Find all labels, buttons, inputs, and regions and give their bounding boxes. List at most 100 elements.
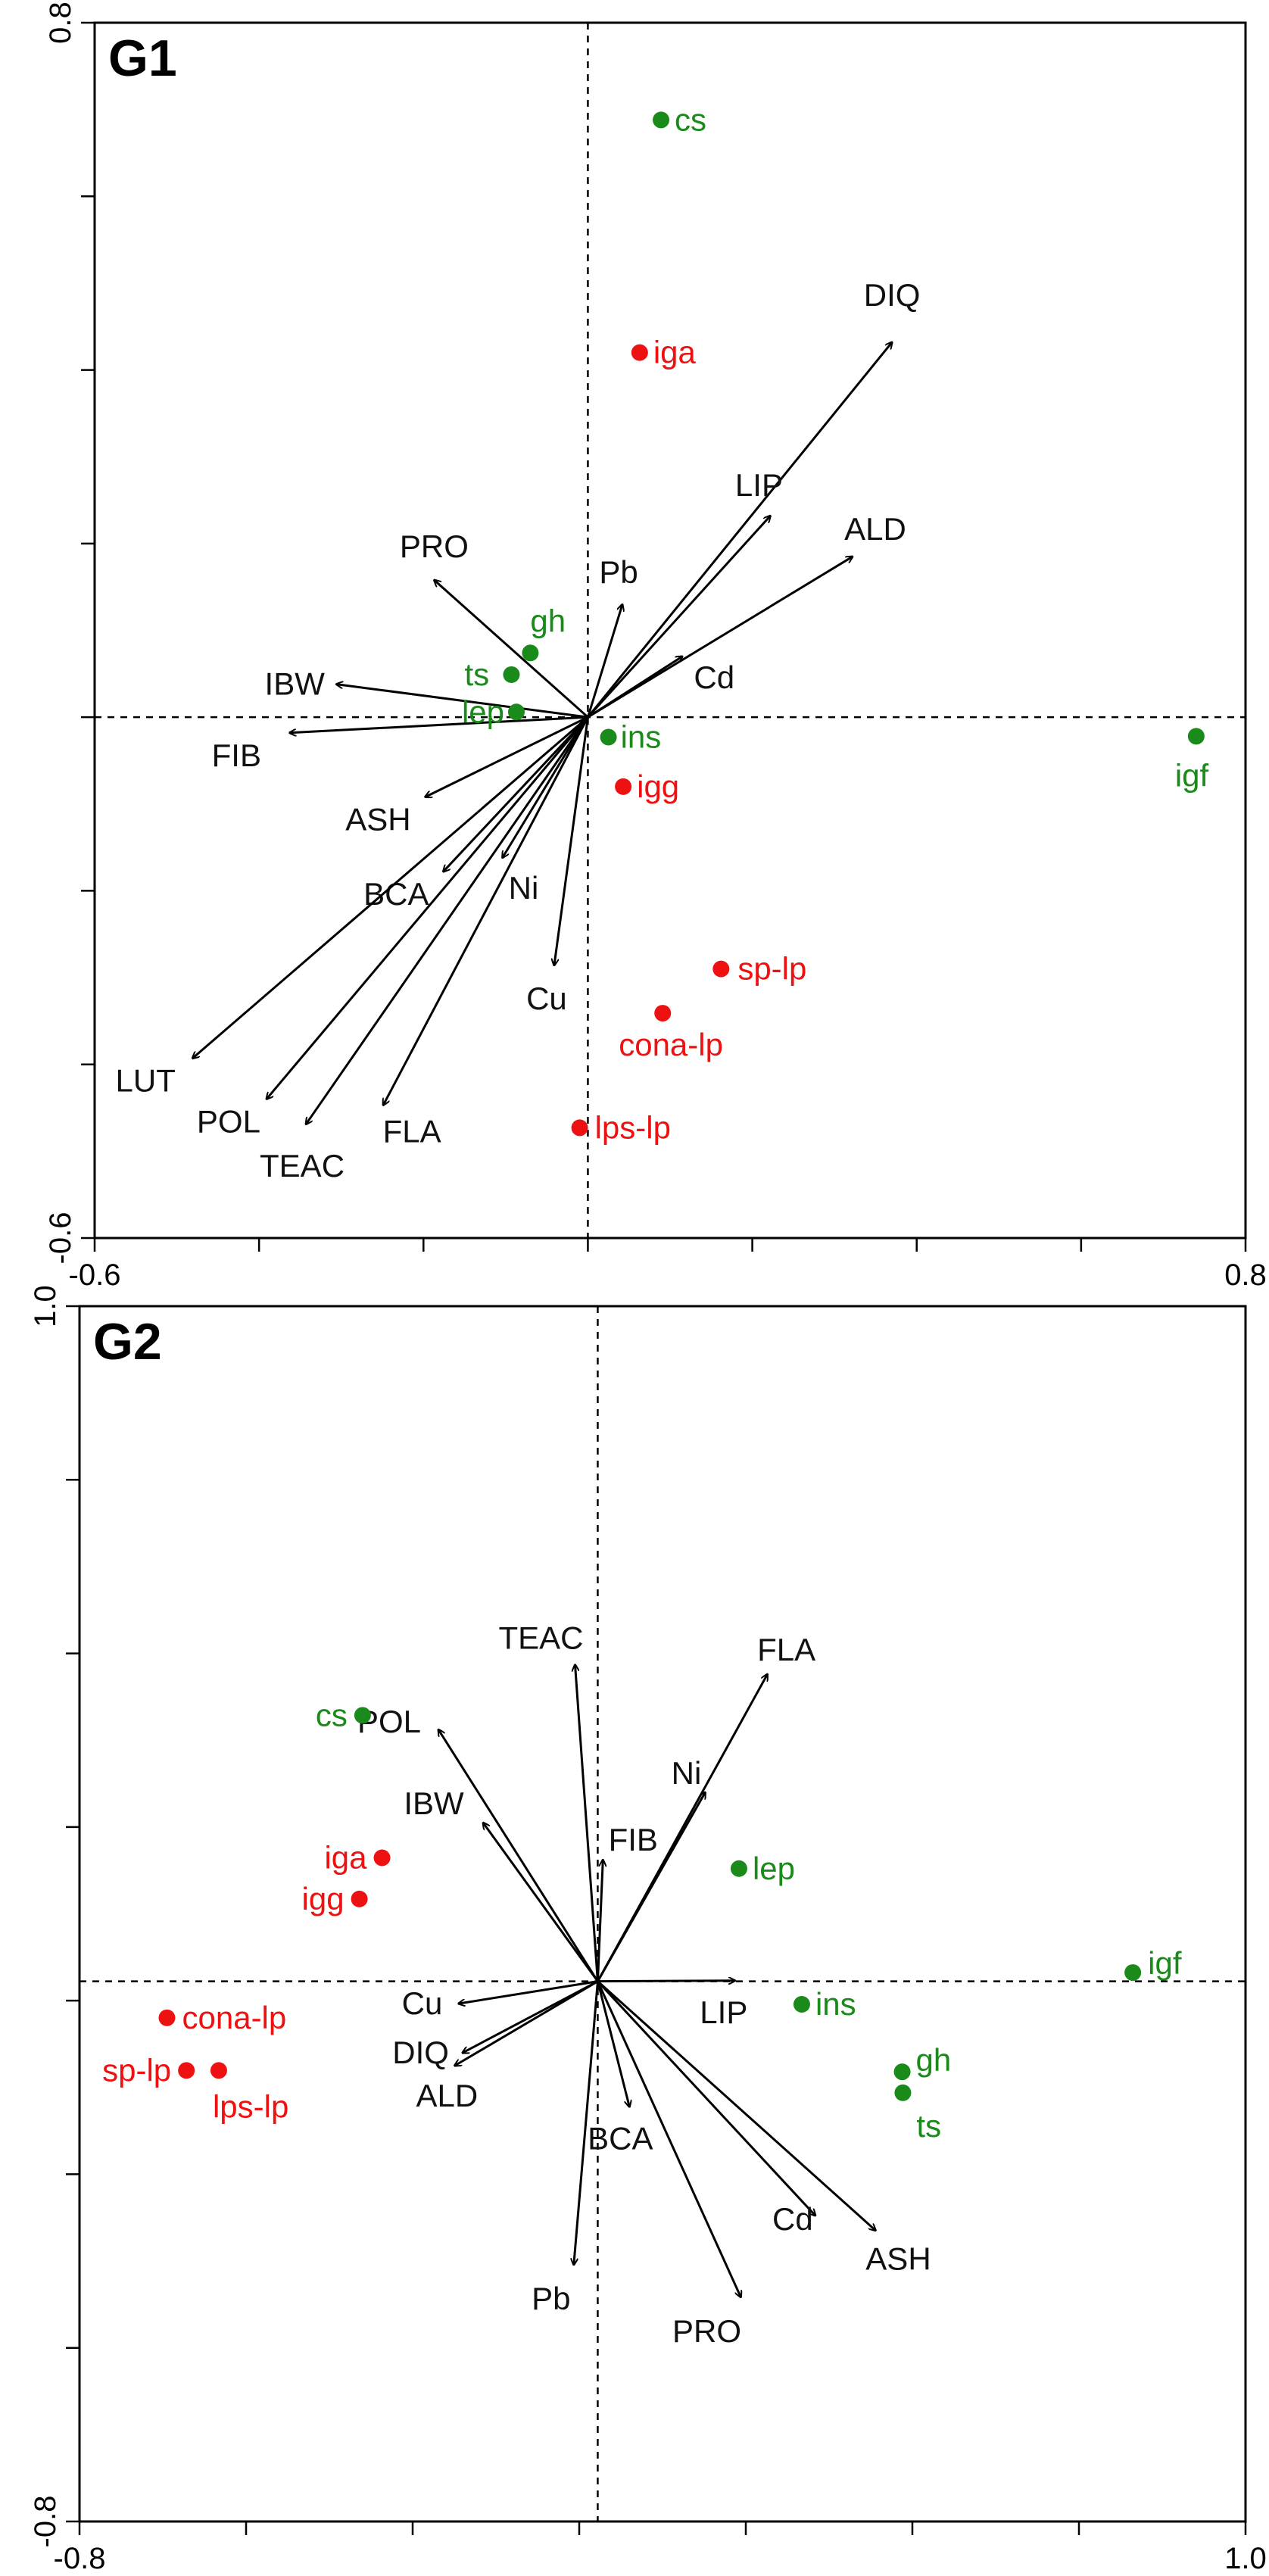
panel-g2-vector-label-bca: BCA — [588, 2121, 653, 2157]
panel-g2-point-cona-lp — [158, 2009, 176, 2026]
panel-g1-point-label-lps-lp: lps-lp — [595, 1109, 671, 1145]
panel-g1-vector-label-ni: Ni — [509, 870, 539, 906]
panel-g2-point-label-ins: ins — [815, 1986, 856, 2022]
panel-g2-vector-label-ald: ALD — [416, 2078, 479, 2113]
panel-g1-vector-label-pro: PRO — [400, 529, 469, 564]
panel-g2-vector-ibw — [483, 1823, 599, 1982]
panel-g2-point-lps-lp — [210, 2062, 227, 2079]
panel-g2-panel-label: G2 — [93, 1313, 162, 1371]
panel-g2-vector-bca — [596, 1981, 629, 2107]
panel-g2-point-gh — [893, 2063, 911, 2081]
panel-g1-vector-teac — [306, 716, 589, 1124]
panel-g2-vector-ald — [454, 1980, 599, 2066]
panel-g1-point-label-iga: iga — [653, 335, 697, 370]
panel-g1-vector-label-cu: Cu — [526, 981, 567, 1016]
panel-g1-vector-ald — [587, 557, 853, 719]
panel-g2-frame — [78, 1305, 1247, 2523]
panel-g1-vector-label-fla: FLA — [383, 1114, 441, 1149]
panel-g2-point-label-iga: iga — [324, 1839, 367, 1875]
panel-g1-vector-pb — [586, 604, 622, 718]
panel-g1-vector-label-pb: Pb — [599, 554, 638, 590]
panel-g2-point-cs — [354, 1707, 371, 1724]
panel-g2-vector-ash — [597, 1980, 875, 2231]
panel-g1-vector-label-pol: POL — [197, 1104, 260, 1140]
panel-g2-vector-ni — [597, 1792, 705, 1982]
panel-g1-point-label-sp-lp: sp-lp — [737, 951, 806, 987]
panel-g1-vector-pro — [434, 580, 589, 719]
panel-g2-x-tick-label-max: 1.0 — [1224, 2542, 1267, 2572]
panel-g2-vector-label-pb: Pb — [532, 2281, 570, 2316]
panel-g2-vector-label-ibw: IBW — [404, 1785, 464, 1821]
panel-g1-vector-diq — [587, 342, 892, 719]
panel-g1-y-tick-label-max: 0.8 — [44, 2, 77, 44]
panel-g1-vector-label-lip: LIP — [735, 467, 783, 503]
panel-g2-point-label-gh: gh — [916, 2042, 952, 2078]
panel-g1-vector-fla — [383, 716, 589, 1105]
panel-g2-vector-label-diq: DIQ — [392, 2035, 449, 2070]
panel-g1-point-gh — [522, 644, 539, 662]
panel-g1-vector-ibw — [336, 685, 588, 719]
panel-g2-vector-diq — [463, 1980, 599, 2054]
panel-g2-vector-label-teac: TEAC — [498, 1620, 583, 1655]
panel-g1-point-cs — [653, 111, 670, 129]
panel-g2-vector-label-ni: Ni — [672, 1755, 702, 1791]
panel-g1-vector-label-fib: FIB — [212, 738, 261, 773]
panel-g1-vector-pol — [267, 716, 589, 1099]
panel-g2-point-label-sp-lp: sp-lp — [102, 2052, 171, 2088]
panel-g2-point-igf — [1124, 1964, 1142, 1982]
panel-g1-vector-bca — [443, 716, 589, 872]
panel-g2-vector-label-cd: Cd — [772, 2201, 813, 2237]
panel-g2-vector-label-cu: Cu — [402, 1985, 443, 2021]
panel-g2-vector-cu — [459, 1980, 598, 2004]
panel-g1-point-cona-lp — [654, 1005, 672, 1022]
panel-g1-y-tick-label-min: -0.6 — [44, 1212, 77, 1265]
panel-g2-point-label-ts: ts — [916, 2108, 941, 2144]
panel-g2-point-label-cona-lp: cona-lp — [182, 2000, 287, 2035]
panel-g1-point-label-igf: igf — [1175, 757, 1209, 793]
panel-g2-point-label-lps-lp: lps-lp — [213, 2088, 288, 2124]
panel-g1-vector-label-ibw: IBW — [265, 666, 326, 702]
panel-g2-vector-cd — [597, 1980, 815, 2216]
panel-g1-point-igg — [615, 778, 632, 795]
panel-g1-vector-label-teac: TEAC — [260, 1148, 345, 1184]
panel-g1-vector-ni — [503, 716, 589, 858]
panel-g2-vector-teac — [575, 1664, 599, 1982]
panel-g2-point-igg — [351, 1890, 368, 1907]
panel-g2-vector-pro — [597, 1981, 741, 2297]
panel-g1-vector-cd — [587, 656, 682, 719]
panel-g1-point-label-gh: gh — [530, 603, 566, 638]
panel-g1-point-label-cs: cs — [675, 101, 706, 137]
panel-g1-x-tick-label-max: 0.8 — [1224, 1258, 1267, 1292]
panel-g1-point-label-ins: ins — [621, 719, 662, 755]
panel-g1-vector-label-cd: Cd — [694, 660, 734, 695]
panel-g2-point-label-igf: igf — [1148, 1945, 1182, 1981]
panel-g2-point-ins — [793, 1995, 810, 2013]
panel-g2-point-label-lep: lep — [753, 1851, 795, 1886]
panel-g2-point-iga — [373, 1849, 391, 1867]
panel-g1-point-ts — [503, 666, 520, 683]
panel-g2-y-tick-label-min: -0.8 — [29, 2496, 62, 2548]
panel-g2-x-tick-label-min: -0.8 — [54, 2542, 106, 2572]
panel-g1-vector-label-lut: LUT — [116, 1063, 176, 1099]
panel-g1-point-sp-lp — [712, 960, 730, 978]
panel-g2-y-tick-label-max: 1.0 — [29, 1285, 62, 1327]
panel-g2-point-lep — [730, 1860, 747, 1877]
panel-g1-vector-label-ash: ASH — [345, 802, 410, 837]
panel-g1-panel-label: G1 — [108, 30, 177, 87]
panel-g1-point-label-lep: lep — [462, 694, 504, 729]
panel-g2-vector-label-lip: LIP — [700, 1994, 747, 2030]
panel-g1-vector-lip — [587, 516, 770, 719]
panel-g1-x-tick-label-min: -0.6 — [69, 1258, 121, 1292]
panel-g1-point-igf — [1187, 728, 1205, 745]
panel-g1-point-lep — [507, 703, 525, 721]
panel-g1-point-lps-lp — [571, 1119, 588, 1137]
panel-g2-vector-lip — [597, 1981, 734, 1982]
panel-g2-vector-label-pro: PRO — [672, 2313, 741, 2349]
panel-g1-point-label-igg: igg — [637, 769, 679, 804]
panel-g1-vector-label-ald: ALD — [844, 511, 906, 547]
panel-g2-point-label-cs: cs — [316, 1697, 348, 1732]
panel-g1-vector-ash — [425, 716, 589, 797]
panel-g2-vector-label-ash: ASH — [865, 2241, 931, 2277]
